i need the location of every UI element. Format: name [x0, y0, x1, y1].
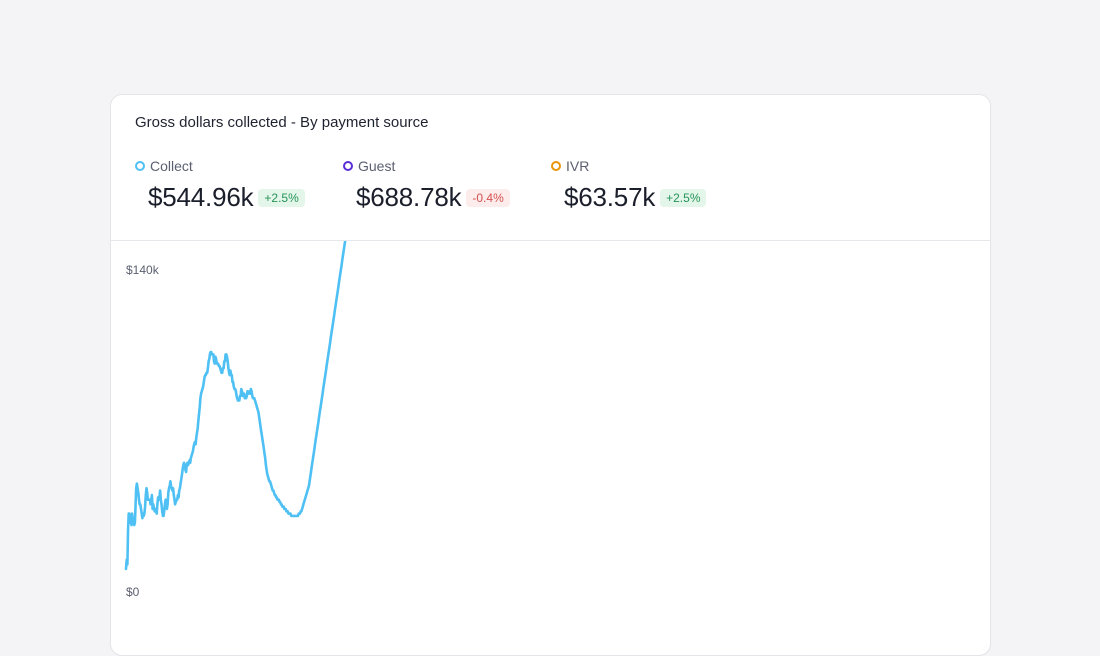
metric-ivr: IVR $63.57k +2.5%: [551, 158, 707, 213]
y-axis-max-label: $140k: [126, 263, 160, 277]
line-chart: $140k $0: [124, 241, 347, 599]
metric-head: IVR: [551, 158, 706, 174]
circle-icon: [551, 161, 561, 171]
metric-label: Collect: [150, 158, 193, 174]
chart-card: Gross dollars collected - By payment sou…: [110, 94, 991, 656]
metric-row: $63.57k +2.5%: [564, 182, 707, 213]
series-line-collect: [124, 241, 347, 571]
metric-head: Guest: [343, 158, 510, 174]
circle-icon: [135, 161, 145, 171]
divider: [111, 240, 990, 241]
change-badge: +2.5%: [660, 188, 707, 207]
change-badge: +2.5%: [258, 188, 305, 207]
card-title: Gross dollars collected - By payment sou…: [135, 114, 429, 131]
metric-row: $544.96k +2.5%: [148, 182, 305, 213]
change-badge: -0.4%: [466, 188, 510, 207]
metric-collect: Collect $544.96k +2.5%: [135, 158, 305, 213]
metric-value: $688.78k: [356, 182, 462, 212]
circle-icon: [343, 161, 353, 171]
metric-head: Collect: [135, 158, 305, 174]
metric-value: $544.96k: [148, 182, 254, 212]
metric-value: $63.57k: [564, 182, 656, 212]
y-axis-min-label: $0: [126, 585, 140, 599]
metric-row: $688.78k -0.4%: [356, 182, 510, 213]
metric-label: Guest: [358, 158, 396, 174]
metric-label: IVR: [566, 158, 590, 174]
metric-guest: Guest $688.78k -0.4%: [343, 158, 510, 213]
